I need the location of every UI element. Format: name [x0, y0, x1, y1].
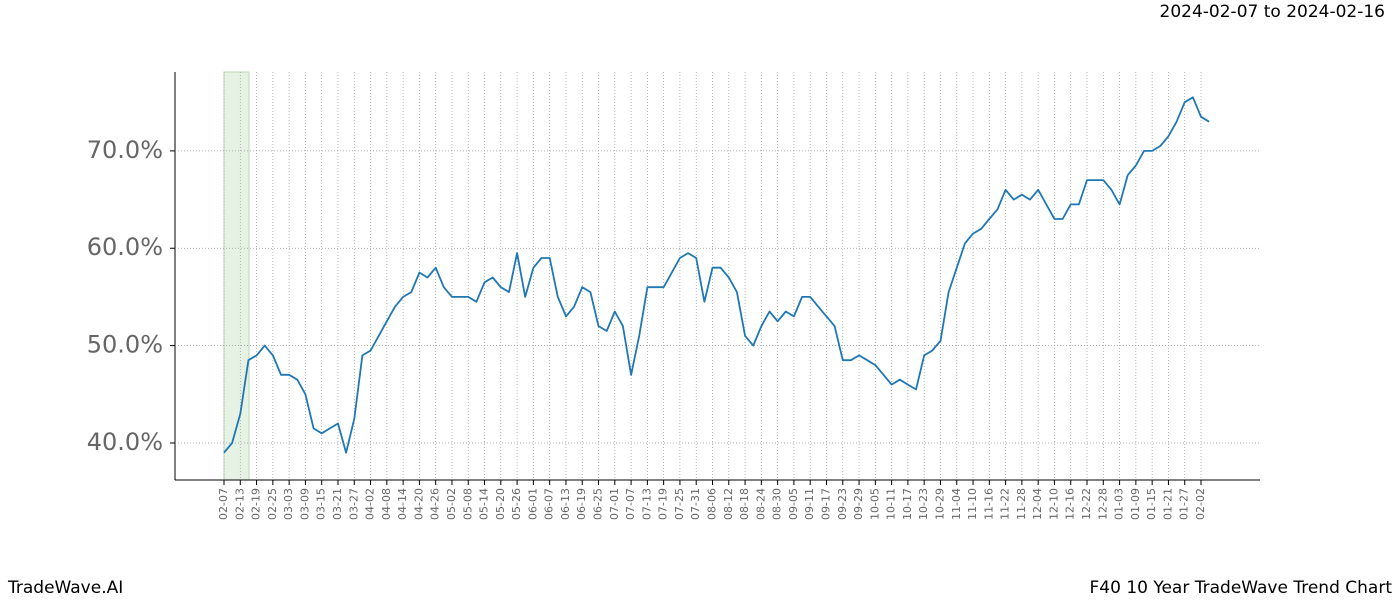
x-tick-label: 11-10: [966, 488, 979, 520]
x-tick-label: 08-30: [771, 488, 784, 520]
x-tick-label: 06-07: [543, 488, 556, 520]
x-tick-label: 07-19: [657, 488, 670, 520]
x-tick-label: 10-23: [917, 488, 930, 520]
x-tick-label: 09-05: [787, 488, 800, 520]
x-tick-label: 08-06: [706, 488, 719, 520]
x-tick-label: 10-29: [933, 488, 946, 520]
x-tick-label: 06-19: [575, 488, 588, 520]
x-tick-label: 12-04: [1031, 488, 1044, 520]
x-tick-label: 01-15: [1145, 488, 1158, 520]
x-tick-label: 04-20: [412, 488, 425, 520]
watermark: TradeWave.AI: [7, 578, 123, 598]
subtitle: 2024-02-07 to 2024-02-16: [1160, 2, 1385, 22]
x-tick-label: 01-03: [1113, 488, 1126, 520]
x-tick-label: 05-02: [445, 488, 458, 520]
x-tick-label: 09-11: [803, 488, 816, 520]
x-tick-label: 09-17: [819, 488, 832, 520]
x-tick-label: 04-14: [396, 488, 409, 520]
x-tick-label: 01-27: [1178, 488, 1191, 520]
x-tick-label: 11-22: [999, 488, 1012, 520]
x-tick-label: 11-28: [1015, 488, 1028, 520]
x-tick-label: 10-11: [885, 488, 898, 520]
x-tick-label: 08-18: [738, 488, 751, 520]
x-tick-label: 08-12: [722, 488, 735, 520]
x-tick-label: 06-13: [559, 488, 572, 520]
x-tick-label: 05-26: [510, 488, 523, 520]
x-tick-label: 08-24: [754, 488, 767, 520]
x-tick-label: 05-08: [461, 488, 474, 520]
x-tick-label: 12-28: [1096, 488, 1109, 520]
x-tick-label: 05-14: [478, 488, 491, 520]
x-tick-label: 11-16: [982, 488, 995, 520]
x-tick-label: 05-20: [494, 488, 507, 520]
x-tick-label: 12-10: [1047, 488, 1060, 520]
x-tick-label: 12-16: [1064, 488, 1077, 520]
x-tick-label: 07-07: [624, 488, 637, 520]
y-tick-label: 60.0%: [87, 233, 163, 261]
x-tick-label: 02-25: [266, 488, 279, 520]
x-tick-label: 02-07: [217, 488, 230, 520]
x-tick-label: 02-02: [1194, 488, 1207, 520]
x-tick-label: 04-08: [380, 488, 393, 520]
x-tick-label: 01-09: [1129, 488, 1142, 520]
x-tick-label: 09-29: [852, 488, 865, 520]
y-tick-label: 70.0%: [87, 136, 163, 164]
x-tick-label: 09-23: [836, 488, 849, 520]
x-tick-label: 03-21: [331, 488, 344, 520]
x-tick-label: 12-22: [1080, 488, 1093, 520]
x-tick-label: 07-01: [608, 488, 621, 520]
x-tick-label: 03-27: [347, 488, 360, 520]
highlight-span: [223, 71, 250, 481]
x-tick-label: 02-19: [250, 488, 263, 520]
x-tick-label: 07-25: [673, 488, 686, 520]
x-tick-label: 03-03: [282, 488, 295, 520]
x-tick-label: 02-13: [233, 488, 246, 520]
y-tick-label: 50.0%: [87, 331, 163, 359]
x-tick-label: 10-05: [868, 488, 881, 520]
line: [223, 96, 1210, 454]
y-tick-label: 40.0%: [87, 428, 163, 456]
x-tick-label: 04-26: [429, 488, 442, 520]
x-tick-label: 06-01: [526, 488, 539, 520]
chart-title: F40 10 Year TradeWave Trend Chart: [1090, 578, 1393, 598]
x-tick-label: 10-17: [901, 488, 914, 520]
x-tick-label: 04-02: [364, 488, 377, 520]
x-tick-label: 03-09: [298, 488, 311, 520]
x-tick-label: 01-21: [1161, 488, 1174, 520]
x-tick-label: 07-13: [640, 488, 653, 520]
x-tick-label: 11-04: [950, 488, 963, 520]
x-tick-label: 03-15: [315, 488, 328, 520]
x-tick-label: 06-25: [592, 488, 605, 520]
x-tick-label: 07-31: [689, 488, 702, 520]
